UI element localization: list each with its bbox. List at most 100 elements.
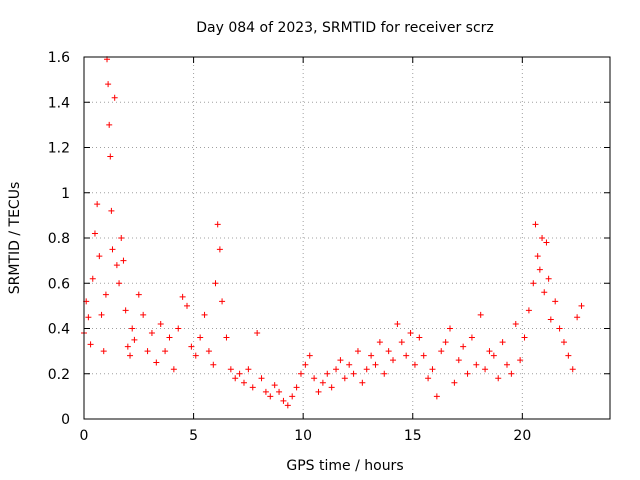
data-point (503, 361, 510, 368)
data-point (116, 280, 123, 287)
data-point (219, 298, 226, 305)
data-point (530, 280, 537, 287)
data-point (574, 314, 581, 321)
data-point (262, 388, 269, 395)
data-point (276, 388, 283, 395)
y-tick-label: 0.6 (48, 276, 70, 292)
data-point (223, 334, 230, 341)
data-point (113, 262, 120, 269)
data-point (473, 361, 480, 368)
data-point (468, 334, 475, 341)
data-point (482, 366, 489, 373)
y-tick-label: 0.2 (48, 367, 70, 383)
data-point (89, 275, 96, 282)
y-tick-label: 1.2 (48, 141, 70, 157)
data-point (201, 311, 208, 318)
data-point (346, 361, 353, 368)
data-point (129, 325, 136, 332)
grid (84, 57, 610, 419)
x-tick-label: 0 (80, 428, 89, 444)
data-point (536, 266, 543, 273)
data-point (350, 370, 357, 377)
data-point (131, 336, 138, 343)
data-point (560, 339, 567, 346)
y-tick-label: 0 (61, 412, 70, 428)
data-point (315, 388, 322, 395)
data-point (420, 352, 427, 359)
data-point (85, 314, 92, 321)
data-point (543, 239, 550, 246)
data-point (517, 357, 524, 364)
data-point (293, 384, 300, 391)
data-point (179, 293, 186, 300)
data-point (333, 366, 340, 373)
data-point (328, 384, 335, 391)
data-point (197, 334, 204, 341)
data-point (363, 366, 370, 373)
data-point (212, 280, 219, 287)
data-point (438, 348, 445, 355)
data-point (547, 316, 554, 323)
data-point (87, 341, 94, 348)
data-point (166, 334, 173, 341)
data-point (118, 235, 125, 241)
data-point (541, 289, 548, 296)
data-point (184, 302, 191, 309)
data-point (108, 207, 115, 214)
data-point (106, 121, 113, 128)
data-point (124, 343, 131, 350)
data-point (267, 393, 274, 400)
data-point (94, 201, 101, 208)
data-point (205, 348, 212, 355)
data-point (341, 375, 348, 382)
data-point (96, 253, 103, 260)
data-point (98, 311, 105, 318)
x-axis-label: GPS time / hours (286, 458, 403, 474)
data-point (249, 384, 256, 391)
data-point (135, 291, 142, 298)
data-point (411, 361, 418, 368)
y-tick-label: 1.6 (48, 50, 70, 66)
data-point (368, 352, 375, 359)
data-point (188, 343, 195, 350)
data-point (390, 357, 397, 364)
chart-title: Day 084 of 2023, SRMTID for receiver scr… (196, 20, 494, 36)
data-point (512, 320, 519, 327)
data-point (245, 366, 252, 373)
data-point (539, 235, 546, 241)
data-point (425, 375, 432, 382)
data-point (107, 153, 114, 160)
data-point (284, 402, 291, 409)
data-point (455, 357, 462, 364)
y-axis-label: SRMTID / TECUs (7, 182, 23, 295)
x-tick-label: 10 (294, 428, 312, 444)
data-point (569, 366, 576, 373)
y-tick-label: 1 (61, 186, 70, 202)
data-point (232, 375, 239, 382)
data-point (416, 334, 423, 341)
data-point (214, 221, 221, 228)
data-point (216, 246, 223, 253)
data-point (100, 348, 107, 355)
data-point (258, 375, 265, 382)
x-tick-label: 15 (404, 428, 422, 444)
data-point (565, 352, 572, 359)
data-point (120, 257, 127, 264)
data-point (140, 311, 147, 318)
data-point (111, 94, 118, 101)
y-tick-label: 0.8 (48, 231, 70, 247)
data-points (81, 56, 585, 409)
axis-ticks: 0 5 10 15 20 0 0.2 0.4 0.6 0.8 1 1.2 1.4 1.6 (48, 50, 610, 444)
data-point (525, 307, 532, 314)
data-point (545, 275, 552, 282)
data-point (403, 352, 410, 359)
data-point (447, 325, 454, 332)
data-point (376, 339, 383, 346)
data-point (297, 370, 304, 377)
data-point (91, 230, 98, 237)
data-point (394, 320, 401, 327)
data-point (162, 348, 169, 355)
data-point (289, 393, 296, 400)
data-point (306, 352, 313, 359)
